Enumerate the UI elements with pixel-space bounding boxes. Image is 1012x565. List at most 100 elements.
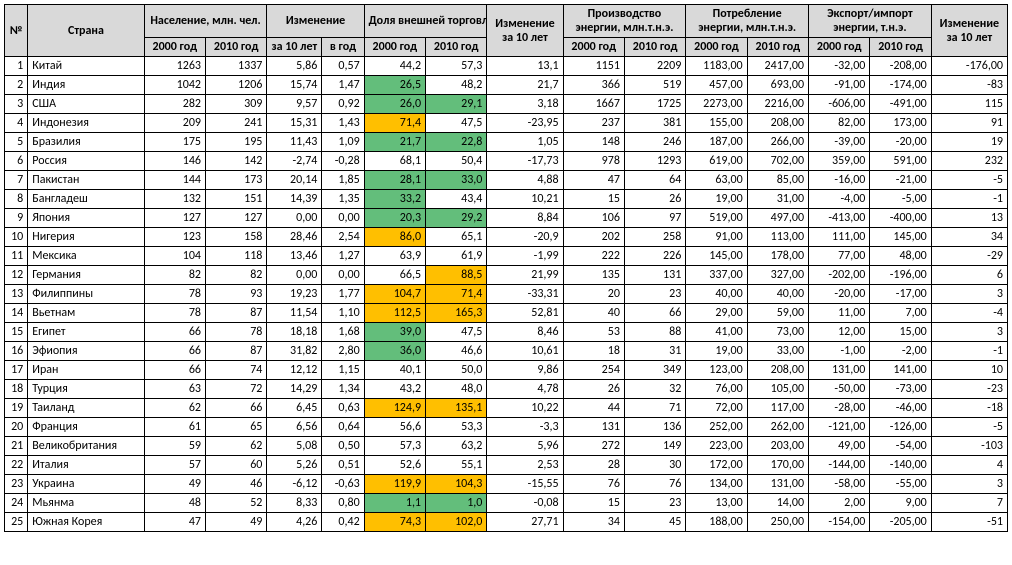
cell-exp2010: -2,00 (870, 342, 931, 361)
cell-expchg: 232 (931, 152, 1007, 171)
cell-trade2000: 124,9 (364, 399, 425, 418)
cell-trade2010: 135,1 (426, 399, 487, 418)
cell-pop2000: 66 (144, 361, 205, 380)
cell-chgyr: -0,63 (322, 475, 364, 494)
cell-chg10: 6,56 (267, 418, 322, 437)
cell-exp2000: 11,00 (809, 304, 870, 323)
cell-expchg: 91 (931, 114, 1007, 133)
cell-trade-change: 9,86 (487, 361, 563, 380)
cell-country: Китай (28, 57, 144, 76)
cell-econs2000: 2273,00 (686, 95, 747, 114)
cell-expchg: 3 (931, 323, 1007, 342)
colgroup-energy-prod: Производство энергии, млн.т.н.э. (563, 5, 686, 38)
cell-econs2000: 457,00 (686, 76, 747, 95)
colgroup-trade: Доля внешней торговли, % (364, 5, 487, 38)
cell-expchg: -5 (931, 171, 1007, 190)
cell-econs2000: 123,00 (686, 361, 747, 380)
cell-trade2010: 88,5 (426, 266, 487, 285)
table-row: 4Индонезия20924115,311,4371,447,5-23,952… (5, 114, 1008, 133)
cell-num: 6 (5, 152, 28, 171)
cell-chgyr: 1,77 (322, 285, 364, 304)
colgroup-export: Экспорт/импорт энергии, т.н.э. (809, 5, 932, 38)
cell-expchg: 115 (931, 95, 1007, 114)
cell-trade-change: -23,95 (487, 114, 563, 133)
cell-eprod2000: 237 (563, 114, 624, 133)
cell-eprod2000: 15 (563, 190, 624, 209)
cell-chgyr: 1,35 (322, 190, 364, 209)
cell-trade2000: 112,5 (364, 304, 425, 323)
cell-econs2000: 63,00 (686, 171, 747, 190)
cell-pop2010: 173 (206, 171, 267, 190)
cell-eprod2010: 246 (624, 133, 685, 152)
cell-trade2010: 22,8 (426, 133, 487, 152)
cell-chgyr: 1,85 (322, 171, 364, 190)
cell-expchg: 4 (931, 456, 1007, 475)
cell-chg10: 11,54 (267, 304, 322, 323)
cell-num: 9 (5, 209, 28, 228)
table-row: 13Филиппины789319,231,77104,771,4-33,312… (5, 285, 1008, 304)
cell-econs2010: 113,00 (747, 228, 808, 247)
cell-expchg: -1 (931, 342, 1007, 361)
cell-eprod2010: 71 (624, 399, 685, 418)
col-trade2000: 2000 год (364, 38, 425, 57)
cell-exp2010: -55,00 (870, 475, 931, 494)
cell-econs2000: 252,00 (686, 418, 747, 437)
cell-chg10: 14,39 (267, 190, 322, 209)
cell-chgyr: 0,42 (322, 513, 364, 532)
cell-trade2010: 50,0 (426, 361, 487, 380)
cell-trade-change: -20,9 (487, 228, 563, 247)
cell-chg10: 6,45 (267, 399, 322, 418)
table-row: 1Китай126313375,860,5744,257,313,1115122… (5, 57, 1008, 76)
cell-expchg: -29 (931, 247, 1007, 266)
cell-pop2010: 49 (206, 513, 267, 532)
cell-chg10: -6,12 (267, 475, 322, 494)
cell-trade-change: -15,55 (487, 475, 563, 494)
table-row: 20Франция61656,560,6456,653,3-3,31311362… (5, 418, 1008, 437)
cell-pop2010: 195 (206, 133, 267, 152)
cell-econs2010: 178,00 (747, 247, 808, 266)
cell-eprod2010: 1293 (624, 152, 685, 171)
cell-pop2000: 175 (144, 133, 205, 152)
cell-pop2000: 78 (144, 304, 205, 323)
cell-econs2010: 250,00 (747, 513, 808, 532)
col-trade2010: 2010 год (426, 38, 487, 57)
cell-trade2010: 57,3 (426, 57, 487, 76)
cell-num: 22 (5, 456, 28, 475)
cell-pop2000: 66 (144, 342, 205, 361)
cell-econs2010: 327,00 (747, 266, 808, 285)
cell-trade2010: 102,0 (426, 513, 487, 532)
cell-exp2010: -174,00 (870, 76, 931, 95)
cell-country: Турция (28, 380, 144, 399)
cell-trade2010: 29,1 (426, 95, 487, 114)
cell-country: Нигерия (28, 228, 144, 247)
cell-eprod2010: 32 (624, 380, 685, 399)
cell-country: Украина (28, 475, 144, 494)
cell-exp2000: -28,00 (809, 399, 870, 418)
cell-chgyr: 1,47 (322, 76, 364, 95)
cell-eprod2000: 131 (563, 418, 624, 437)
cell-trade2000: 52,6 (364, 456, 425, 475)
cell-pop2010: 158 (206, 228, 267, 247)
cell-trade-change: 21,99 (487, 266, 563, 285)
cell-exp2010: 7,00 (870, 304, 931, 323)
cell-pop2000: 123 (144, 228, 205, 247)
cell-chgyr: 0,64 (322, 418, 364, 437)
table-row: 12Германия82820,000,0066,588,521,9913513… (5, 266, 1008, 285)
cell-eprod2000: 34 (563, 513, 624, 532)
cell-country: США (28, 95, 144, 114)
cell-eprod2010: 31 (624, 342, 685, 361)
cell-eprod2000: 978 (563, 152, 624, 171)
cell-trade-change: 2,53 (487, 456, 563, 475)
cell-eprod2010: 30 (624, 456, 685, 475)
cell-eprod2000: 76 (563, 475, 624, 494)
cell-trade2010: 43,4 (426, 190, 487, 209)
cell-exp2000: -4,00 (809, 190, 870, 209)
cell-exp2000: 131,00 (809, 361, 870, 380)
cell-chg10: 28,46 (267, 228, 322, 247)
cell-exp2010: -126,00 (870, 418, 931, 437)
cell-chgyr: 1,15 (322, 361, 364, 380)
col-exp2010: 2010 год (870, 38, 931, 57)
cell-exp2000: 2,00 (809, 494, 870, 513)
cell-chgyr: 0,63 (322, 399, 364, 418)
cell-trade2000: 56,6 (364, 418, 425, 437)
